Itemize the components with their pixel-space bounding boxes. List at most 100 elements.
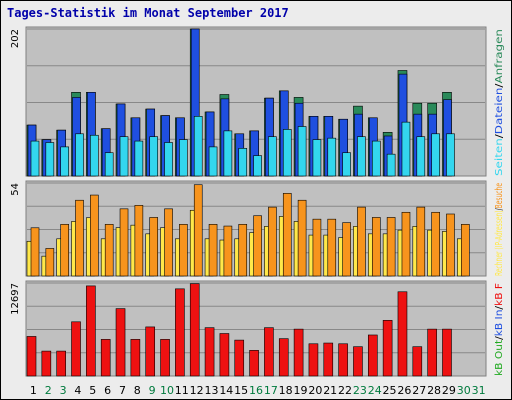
- bar-kbytes: [382, 320, 393, 377]
- day-tick-label: 29: [442, 384, 456, 397]
- legend-entry: kB Out: [494, 340, 505, 376]
- day-tick-label: 8: [134, 384, 141, 397]
- bar-visits: [446, 213, 455, 277]
- y-max-label: 202: [10, 29, 21, 48]
- bar-kbytes: [234, 339, 245, 377]
- day-tick-label: 17: [264, 384, 278, 397]
- day-tick-label: 6: [104, 384, 111, 397]
- bar-visits: [431, 211, 440, 277]
- day-tick-label: 2: [45, 384, 52, 397]
- day-tick-label: 27: [412, 384, 426, 397]
- bar-visits: [134, 205, 144, 277]
- bar-kbytes: [100, 339, 111, 377]
- day-tick-label: 7: [119, 384, 126, 397]
- bar-visits: [60, 224, 69, 277]
- bar-visits: [297, 199, 307, 277]
- bar-kbytes: [71, 321, 81, 377]
- bar-kbytes: [130, 339, 141, 377]
- bar-kbytes: [278, 338, 289, 377]
- legend-entry: Besuche: [494, 183, 505, 208]
- day-tick-label: 22: [338, 384, 352, 397]
- bar-pages: [312, 139, 322, 177]
- bar-visits: [461, 224, 470, 277]
- day-tick-label: 12: [190, 384, 204, 397]
- bar-visits: [371, 217, 381, 277]
- bar-pages: [446, 133, 455, 177]
- bar-visits: [30, 227, 40, 277]
- bar-pages: [193, 116, 203, 177]
- bar-pages: [164, 142, 173, 177]
- bar-pages: [90, 134, 99, 177]
- bar-pages: [223, 130, 233, 177]
- bar-visits: [357, 206, 366, 277]
- bar-pages: [268, 136, 277, 177]
- bar-pages: [431, 133, 440, 177]
- bar-pages: [253, 155, 262, 177]
- bar-kbytes: [160, 339, 170, 377]
- bar-kbytes: [189, 283, 200, 377]
- bar-pages: [208, 146, 218, 177]
- bar-kbytes: [338, 343, 348, 377]
- bar-visits: [223, 225, 233, 277]
- bar-kbytes: [204, 327, 215, 377]
- bar-pages: [386, 153, 396, 177]
- day-tick-label: 16: [249, 384, 263, 397]
- day-tick-label: 13: [204, 384, 218, 397]
- day-tick-label: 10: [160, 384, 174, 397]
- bar-kbytes: [175, 288, 185, 377]
- bar-visits: [75, 199, 84, 277]
- day-tick-label: 11: [175, 384, 189, 397]
- bar-visits: [386, 217, 396, 277]
- bar-visits: [104, 224, 114, 277]
- legend-entry: /: [494, 83, 505, 88]
- bar-kbytes: [56, 350, 66, 377]
- day-tick-label: 24: [368, 384, 382, 397]
- bar-pages: [327, 137, 337, 177]
- bar-pages: [179, 139, 188, 177]
- day-tick-label: 3: [60, 384, 67, 397]
- bar-visits: [164, 208, 173, 277]
- bar-kbytes: [41, 350, 52, 377]
- bar-visits: [342, 222, 351, 277]
- bar-kbytes: [26, 336, 37, 377]
- bar-visits: [238, 224, 248, 277]
- bar-pages: [357, 136, 366, 177]
- bar-pages: [401, 121, 411, 177]
- bar-visits: [401, 211, 411, 277]
- bar-kbytes: [145, 326, 156, 377]
- day-tick-label: 18: [279, 384, 293, 397]
- bar-pages: [416, 136, 426, 177]
- bar-pages: [282, 129, 292, 177]
- legend-entry: Anfragen: [494, 29, 505, 84]
- legend-entry: /: [494, 336, 505, 340]
- bar-visits: [268, 206, 277, 277]
- day-tick-label: 23: [353, 384, 367, 397]
- day-tick-label: 19: [294, 384, 308, 397]
- legend: Seiten/Dateien/Anfragen: [494, 29, 505, 176]
- day-tick-label: 4: [74, 384, 81, 397]
- bar-kbytes: [353, 346, 363, 377]
- y-max-label: 12697: [10, 283, 21, 315]
- legend-entry: Dateien: [494, 88, 505, 135]
- bar-kbytes: [323, 342, 334, 377]
- bar-kbytes: [397, 291, 408, 377]
- bar-pages: [119, 136, 129, 177]
- bar-visits: [179, 224, 188, 277]
- legend: kB Out/kB In/kB F: [494, 283, 505, 376]
- bar-pages: [104, 152, 114, 177]
- bar-visits: [119, 208, 129, 277]
- day-tick-label: 21: [323, 384, 337, 397]
- bar-kbytes: [442, 328, 452, 377]
- day-tick-label: 26: [397, 384, 411, 397]
- legend-entry: kB In: [494, 310, 505, 337]
- day-tick-label: 15: [234, 384, 248, 397]
- bar-visits: [253, 215, 262, 277]
- bar-kbytes: [249, 350, 259, 377]
- bar-kbytes: [412, 346, 423, 377]
- bar-kbytes: [367, 334, 378, 377]
- bar-visits: [416, 206, 426, 277]
- bar-pages: [75, 133, 84, 177]
- legend-entry: Rechner (IP-Adressen): [494, 210, 505, 276]
- y-max-label: 54: [10, 183, 21, 196]
